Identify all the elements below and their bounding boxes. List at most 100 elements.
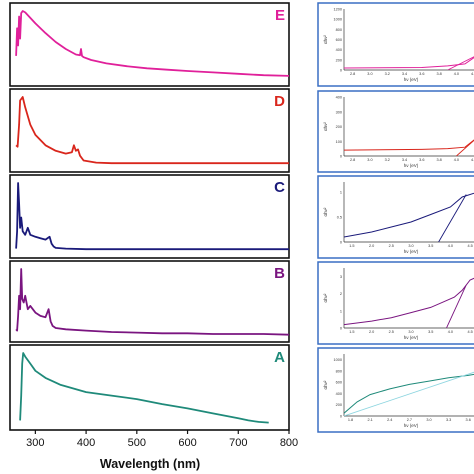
panel-label-e: E bbox=[275, 7, 285, 24]
inset-y-tick-label: 2 bbox=[340, 292, 342, 296]
inset-frame bbox=[317, 90, 474, 173]
inset-x-tick-label: 4.2 bbox=[471, 72, 474, 76]
tauc-fit-line bbox=[446, 284, 467, 328]
inset-x-tick-label: 4.2 bbox=[471, 158, 474, 162]
x-tick-label: 600 bbox=[178, 437, 196, 449]
inset-x-tick-label: 4.0 bbox=[454, 72, 459, 76]
inset-a: 1000 800 600 400 200 0 1.8 2.1 2.4 2.7 3.0 3.3 3.6 hν… bbox=[317, 347, 474, 433]
inset-y-tick-label: 1000 bbox=[334, 358, 342, 362]
inset-x-tick-label: 4.0 bbox=[454, 158, 459, 162]
inset-x-tick-label: 1.8 bbox=[348, 418, 353, 422]
inset-x-tick-label: 4.0 bbox=[448, 244, 453, 248]
inset-x-tick-label: 3.6 bbox=[419, 158, 424, 162]
spectrum-line-c bbox=[15, 182, 289, 251]
inset-x-tick-label: 2.8 bbox=[350, 158, 355, 162]
inset-x-tick-label: 3.2 bbox=[385, 158, 390, 162]
inset-x-tick-label: 3.4 bbox=[402, 158, 407, 162]
inset-y-axis-label: αhν² bbox=[323, 35, 328, 44]
panel-b: B bbox=[9, 260, 290, 343]
inset-y-tick-label: 0 bbox=[340, 69, 342, 73]
x-tick-label: 700 bbox=[229, 437, 247, 449]
inset-x-tick-label: 3.0 bbox=[408, 244, 413, 248]
spectrum-line-d bbox=[15, 96, 289, 165]
inset-x-axis-label: hν (eV) bbox=[404, 249, 419, 254]
panel-frame bbox=[9, 174, 290, 259]
inset-y-tick-label: 0 bbox=[340, 155, 342, 159]
inset-y-tick-label: 400 bbox=[336, 48, 342, 52]
inset-x-tick-label: 2.0 bbox=[369, 330, 374, 334]
inset-y-tick-label: 300 bbox=[336, 110, 342, 114]
inset-d: 400 300 200 100 0 2.8 3.0 3.2 3.4 3.6 3.8 4.0 4.2 hν … bbox=[317, 90, 474, 173]
inset-y-tick-label: 0.5 bbox=[337, 216, 342, 220]
x-tick-label: 300 bbox=[26, 437, 44, 449]
inset-y-axis-label: αhν² bbox=[323, 293, 328, 302]
panel-label-c: C bbox=[274, 179, 285, 196]
inset-y-tick-label: 600 bbox=[336, 381, 342, 385]
inset-y-tick-label: 1 bbox=[340, 309, 342, 313]
inset-y-tick-label: 3 bbox=[340, 275, 342, 279]
inset-y-tick-label: 200 bbox=[336, 403, 342, 407]
inset-x-axis-label: hν (eV) bbox=[404, 163, 419, 168]
inset-c: 1 0.5 0 1.5 2.0 2.5 3.0 3.5 4.0 4.5 hν (eV) αhν² bbox=[317, 175, 474, 259]
panel-a: A bbox=[9, 344, 290, 431]
inset-x-tick-label: 2.0 bbox=[369, 244, 374, 248]
inset-x-tick-label: 3.2 bbox=[385, 72, 390, 76]
inset-x-tick-label: 3.5 bbox=[428, 244, 433, 248]
inset-x-tick-label: 2.8 bbox=[350, 72, 355, 76]
inset-x-tick-label: 3.0 bbox=[426, 418, 431, 422]
inset-y-tick-label: 1000 bbox=[334, 18, 342, 22]
inset-x-tick-label: 3.4 bbox=[402, 72, 407, 76]
inset-y-tick-label: 0 bbox=[340, 327, 342, 331]
inset-x-tick-label: 3.5 bbox=[428, 330, 433, 334]
panel-frame bbox=[9, 2, 290, 87]
x-tick-label: 800 bbox=[280, 437, 298, 449]
panel-frame bbox=[9, 88, 290, 173]
inset-x-tick-label: 3.8 bbox=[436, 158, 441, 162]
inset-frame bbox=[317, 2, 474, 87]
inset-y-tick-label: 400 bbox=[336, 392, 342, 396]
inset-y-tick-label: 800 bbox=[336, 369, 342, 373]
panel-e: E bbox=[9, 2, 290, 87]
inset-x-tick-label: 3.6 bbox=[419, 72, 424, 76]
inset-e: 1200 1000 800 600 400 200 0 2.8 3.0 3.2 3.4 3.6 3.8 4… bbox=[317, 2, 474, 87]
spectrum-line-a bbox=[19, 352, 269, 424]
x-tick-label: 400 bbox=[77, 437, 95, 449]
tauc-curve bbox=[344, 192, 474, 238]
inset-y-tick-label: 800 bbox=[336, 28, 342, 32]
x-axis: 300 400 500 600 700 800 Wavelength (nm) bbox=[26, 430, 298, 471]
inset-y-tick-label: 1 bbox=[340, 191, 342, 195]
inset-y-axis-label: αhν² bbox=[323, 207, 328, 216]
inset-x-tick-label: 3.6 bbox=[466, 418, 471, 422]
inset-x-tick-label: 3.3 bbox=[446, 418, 451, 422]
inset-b: 3 2 1 0 1.5 2.0 2.5 3.0 3.5 4.0 4.5 hν (eV) αhν² bbox=[317, 261, 474, 345]
inset-y-tick-label: 200 bbox=[336, 125, 342, 129]
inset-x-tick-label: 1.5 bbox=[349, 244, 354, 248]
panel-c: C bbox=[9, 174, 290, 259]
inset-x-tick-label: 2.5 bbox=[389, 244, 394, 248]
inset-y-tick-label: 1200 bbox=[334, 8, 342, 12]
inset-y-axis-label: αhν² bbox=[323, 122, 328, 131]
inset-x-tick-label: 1.5 bbox=[349, 330, 354, 334]
tauc-fit-line bbox=[344, 371, 474, 416]
panel-d: D bbox=[9, 88, 290, 173]
panel-label-d: D bbox=[274, 93, 285, 110]
panel-label-a: A bbox=[274, 349, 285, 366]
inset-y-tick-label: 0 bbox=[340, 241, 342, 245]
inset-x-axis-label: hν (eV) bbox=[404, 423, 419, 428]
inset-x-tick-label: 2.7 bbox=[407, 418, 412, 422]
x-axis-label: Wavelength (nm) bbox=[100, 457, 200, 471]
panel-frame bbox=[9, 260, 290, 343]
inset-y-tick-label: 200 bbox=[336, 58, 342, 62]
inset-x-axis-label: hν (eV) bbox=[404, 77, 419, 82]
inset-x-tick-label: 2.1 bbox=[368, 418, 373, 422]
inset-x-tick-label: 3.0 bbox=[367, 72, 372, 76]
inset-y-axis-label: αhν² bbox=[323, 380, 328, 389]
panel-frame bbox=[9, 344, 290, 431]
tauc-fit-line bbox=[447, 56, 474, 70]
spectrum-line-b bbox=[15, 268, 290, 336]
inset-x-tick-label: 2.5 bbox=[389, 330, 394, 334]
inset-y-tick-label: 100 bbox=[336, 140, 342, 144]
inset-x-tick-label: 4.0 bbox=[448, 330, 453, 334]
inset-x-tick-label: 3.8 bbox=[436, 72, 441, 76]
inset-x-tick-label: 3.0 bbox=[367, 158, 372, 162]
